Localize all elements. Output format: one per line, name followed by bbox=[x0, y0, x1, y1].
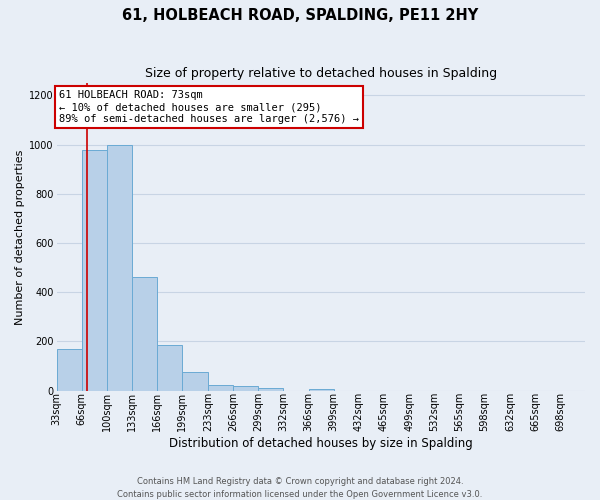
Bar bbox=[82, 150, 107, 390]
Bar bbox=[208, 386, 233, 390]
Text: 61 HOLBEACH ROAD: 73sqm
← 10% of detached houses are smaller (295)
89% of semi-d: 61 HOLBEACH ROAD: 73sqm ← 10% of detache… bbox=[59, 90, 359, 124]
Text: 61, HOLBEACH ROAD, SPALDING, PE11 2HY: 61, HOLBEACH ROAD, SPALDING, PE11 2HY bbox=[122, 8, 478, 22]
Title: Size of property relative to detached houses in Spalding: Size of property relative to detached ho… bbox=[145, 68, 497, 80]
Bar bbox=[56, 349, 82, 391]
Bar bbox=[107, 144, 132, 390]
Text: Contains HM Land Registry data © Crown copyright and database right 2024.
Contai: Contains HM Land Registry data © Crown c… bbox=[118, 478, 482, 499]
Bar bbox=[157, 345, 182, 391]
Bar bbox=[132, 278, 157, 390]
X-axis label: Distribution of detached houses by size in Spalding: Distribution of detached houses by size … bbox=[169, 437, 473, 450]
Bar bbox=[258, 388, 283, 390]
Y-axis label: Number of detached properties: Number of detached properties bbox=[15, 149, 25, 324]
Bar bbox=[233, 386, 258, 390]
Bar bbox=[308, 388, 334, 390]
Bar bbox=[182, 372, 208, 390]
